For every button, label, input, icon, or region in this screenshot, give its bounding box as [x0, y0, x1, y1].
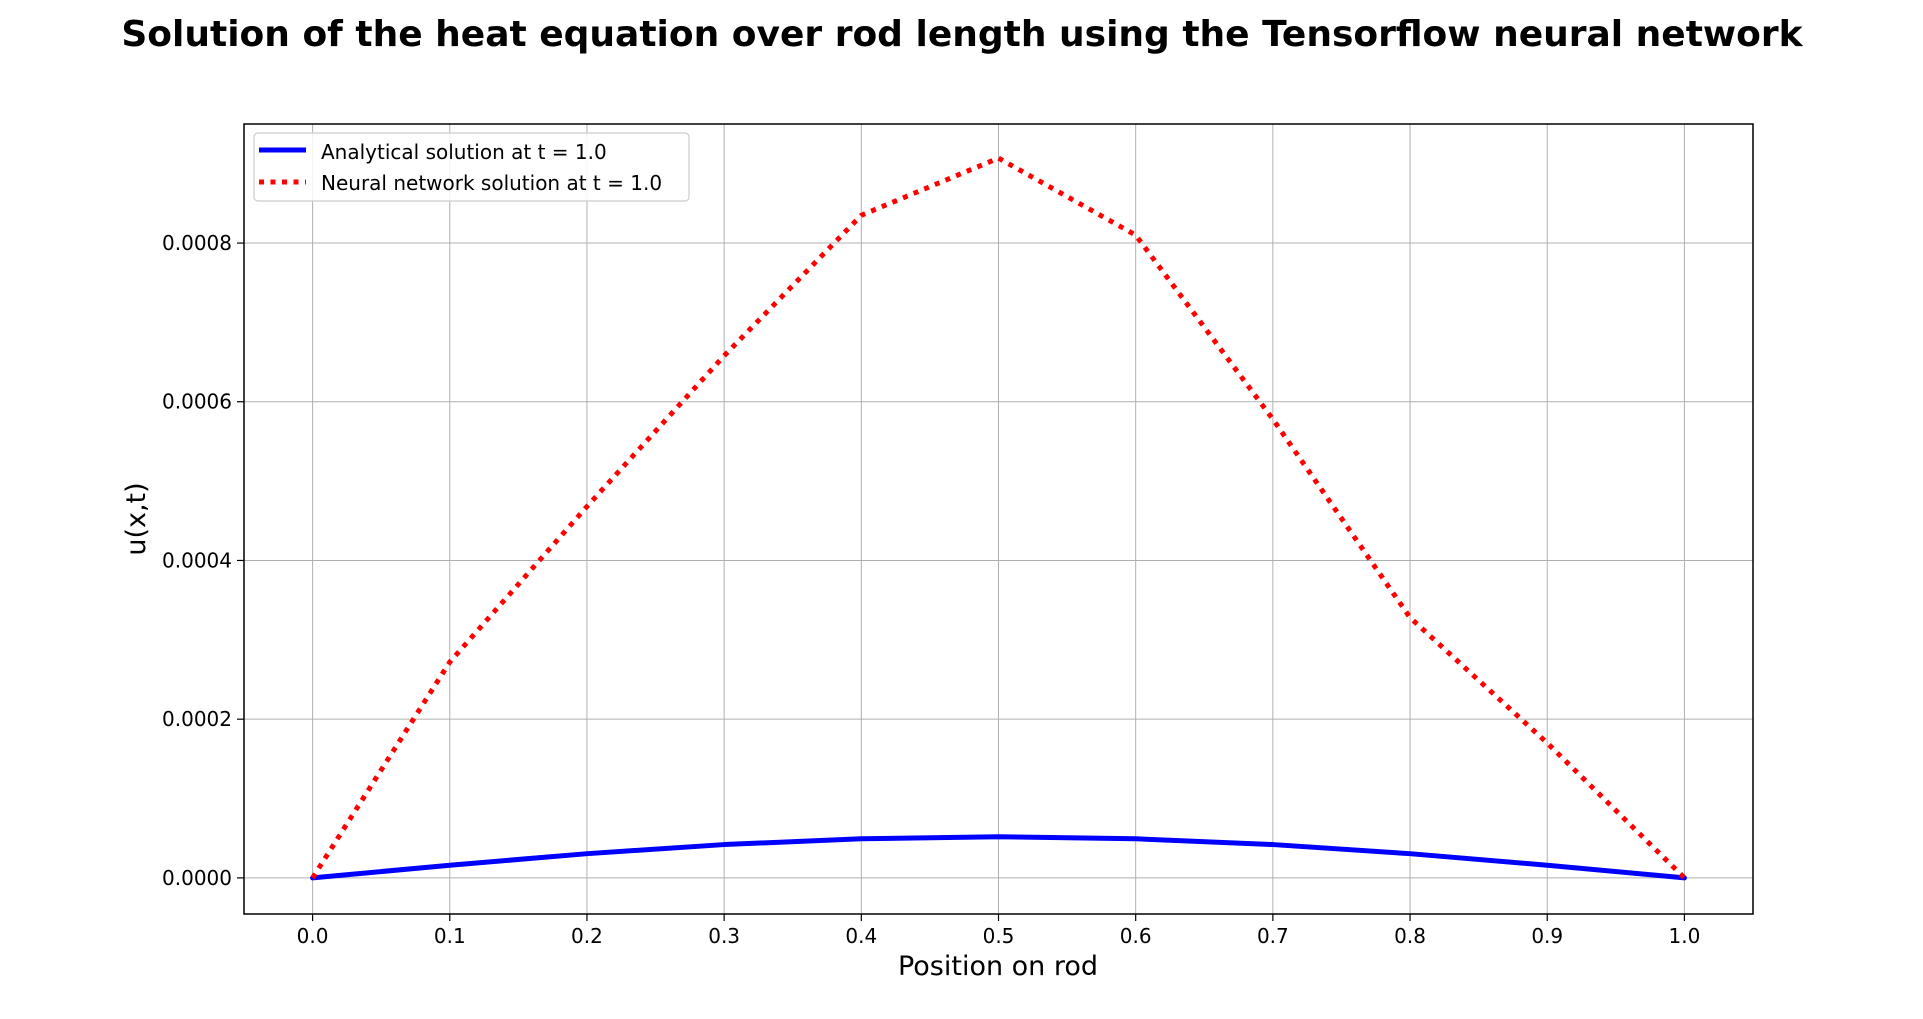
y-axis-label: u(x,t) — [121, 482, 152, 555]
y-tick-label: 0.0008 — [162, 231, 232, 255]
y-tick-label: 0.0002 — [162, 707, 232, 731]
x-tick-label: 0.7 — [1257, 924, 1289, 948]
x-tick-label: 0.0 — [297, 924, 329, 948]
grid-lines — [244, 124, 1753, 914]
chart-title: Solution of the heat equation over rod l… — [121, 14, 1803, 55]
legend-box — [253, 132, 690, 202]
x-tick-label: 0.6 — [1120, 924, 1152, 948]
x-tick-label: 0.8 — [1394, 924, 1426, 948]
x-tick-label: 0.4 — [845, 924, 877, 948]
x-axis-label: Position on rod — [898, 951, 1098, 982]
y-tick-label: 0.0004 — [162, 548, 232, 572]
x-tick-label: 0.2 — [571, 924, 603, 948]
legend-label-neural: Neural network solution at t = 1.0 — [321, 171, 662, 195]
x-tick-label: 0.1 — [434, 924, 466, 948]
x-tick-label: 0.5 — [983, 924, 1015, 948]
y-tick-label: 0.0006 — [162, 390, 232, 414]
legend: Analytical solution at t = 1.0 Neural ne… — [253, 132, 690, 202]
y-tick-label: 0.0000 — [162, 866, 232, 890]
analytical-solution-line — [310, 834, 1687, 881]
series-layer — [310, 155, 1687, 881]
x-tick-label: 0.9 — [1531, 924, 1563, 948]
x-tick-label: 0.3 — [708, 924, 740, 948]
legend-label-analytical: Analytical solution at t = 1.0 — [321, 140, 607, 164]
x-tick-label: 1.0 — [1669, 924, 1701, 948]
y-axis-ticks: 0.0000 0.0002 0.0004 0.0006 0.0008 — [162, 231, 244, 890]
neural-network-solution-line — [310, 155, 1687, 880]
x-axis-ticks: 0.0 0.1 0.2 0.3 0.4 0.5 0.6 0.7 0.8 0.9 1.0 — [297, 914, 1701, 948]
